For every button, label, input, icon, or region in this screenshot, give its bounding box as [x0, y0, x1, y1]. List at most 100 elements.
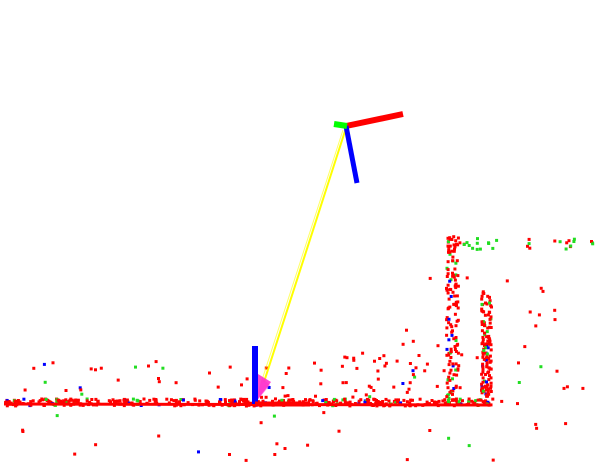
y-axis-upper — [333, 121, 348, 129]
cloud-point — [488, 325, 492, 329]
cloud-point — [223, 398, 227, 402]
cloud-point — [485, 352, 489, 356]
cloud-point — [505, 279, 509, 283]
cloud-point — [335, 399, 339, 403]
cloud-point — [113, 399, 117, 403]
cloud-point — [462, 243, 466, 246]
cloud-point — [553, 308, 557, 312]
cloud-point — [5, 400, 9, 404]
cloud-point — [448, 391, 452, 395]
cloud-point — [165, 397, 169, 401]
cloud-point — [445, 333, 449, 337]
cloud-point — [562, 386, 566, 390]
cloud-point — [14, 404, 18, 408]
cloud-point — [343, 400, 347, 404]
cloud-point — [449, 356, 453, 359]
cloud-point — [234, 401, 237, 405]
cloud-point — [327, 401, 331, 404]
cloud-point — [411, 398, 414, 402]
cloud-point — [534, 324, 538, 328]
cloud-point — [445, 395, 449, 399]
cloud-point — [445, 326, 449, 330]
cloud-point — [341, 398, 345, 402]
cloud-point — [453, 345, 457, 348]
cloud-point — [411, 369, 415, 373]
cloud-point — [481, 365, 485, 369]
cloud-point — [487, 241, 490, 245]
cloud-point — [489, 304, 493, 308]
cloud-point — [528, 246, 532, 250]
cloud-point — [428, 429, 432, 432]
cloud-point — [484, 346, 488, 350]
cloud-point — [445, 275, 449, 278]
cloud-point — [453, 267, 457, 271]
cloud-point — [452, 373, 456, 377]
cloud-point — [590, 240, 593, 243]
cloud-point — [481, 290, 485, 294]
cloud-point — [331, 400, 335, 403]
cloud-point — [487, 335, 490, 339]
cloud-point — [437, 399, 441, 403]
cloud-point — [161, 366, 165, 370]
cloud-point — [64, 398, 68, 402]
cloud-point — [154, 360, 158, 364]
cloud-point — [527, 242, 531, 246]
cloud-point — [361, 351, 365, 355]
cloud-point — [572, 237, 576, 241]
cloud-point — [369, 385, 373, 389]
cloud-point — [384, 361, 388, 365]
cloud-point — [461, 399, 464, 403]
cloud-point — [94, 397, 98, 401]
cloud-point — [68, 398, 72, 402]
cloud-point — [243, 400, 247, 404]
cloud-point — [489, 315, 493, 319]
cloud-point — [343, 397, 347, 401]
cloud-point — [448, 359, 452, 363]
cloud-point — [242, 397, 246, 401]
cloud-point — [485, 380, 488, 384]
cloud-point — [286, 394, 290, 398]
cloud-point — [435, 400, 439, 404]
cloud-point — [359, 398, 363, 402]
cloud-point — [489, 343, 493, 347]
cloud-point — [7, 400, 11, 404]
cloud-point — [352, 356, 356, 360]
cloud-point — [476, 237, 479, 241]
cloud-point — [451, 364, 455, 368]
cloud-point — [94, 368, 97, 372]
cloud-point — [85, 399, 89, 403]
cloud-point — [447, 353, 451, 357]
cloud-point — [446, 260, 450, 264]
cloud-point — [238, 400, 241, 404]
cloud-point — [179, 398, 183, 401]
cloud-point — [457, 400, 461, 404]
cloud-point — [445, 318, 449, 322]
cloud-point — [456, 351, 460, 355]
cloud-point — [125, 398, 129, 402]
cloud-point — [480, 297, 484, 301]
cloud-point — [446, 307, 450, 311]
cloud-point — [486, 313, 490, 317]
cloud-point — [489, 390, 493, 393]
cloud-point — [454, 339, 458, 342]
cloud-point — [486, 339, 490, 343]
cloud-point — [539, 286, 543, 290]
cloud-point — [483, 331, 486, 335]
cloud-point — [186, 401, 190, 405]
cloud-point — [467, 397, 471, 401]
cloud-point — [480, 302, 484, 306]
cloud-point — [447, 317, 451, 321]
cloud-point — [488, 295, 491, 299]
cloud-point — [451, 274, 455, 278]
cloud-point — [481, 355, 485, 359]
cloud-point — [273, 453, 277, 456]
cloud-point — [446, 378, 450, 382]
cloud-point — [314, 394, 317, 398]
cloud-point — [486, 387, 490, 391]
cloud-point — [172, 399, 176, 403]
cloud-point — [142, 397, 146, 401]
cloud-point — [264, 395, 268, 399]
cloud-point — [480, 382, 484, 386]
